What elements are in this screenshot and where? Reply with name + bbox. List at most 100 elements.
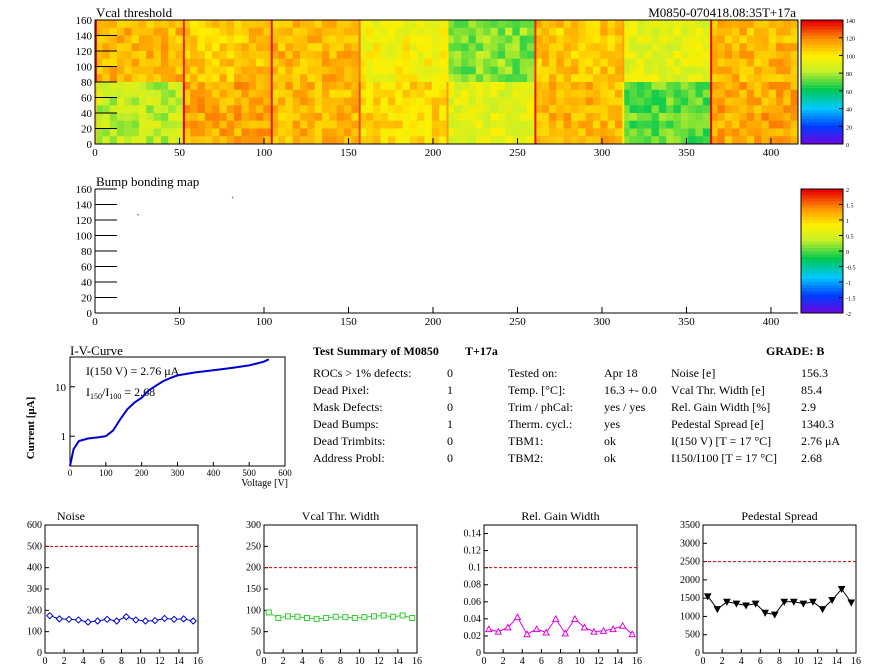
- summary-label: Dead Trimbits:: [313, 434, 386, 448]
- vcal-cell: [527, 51, 535, 60]
- vcal-cell: [607, 35, 616, 44]
- vcal-roc-edge: [270, 82, 273, 144]
- x-tick-label: 4: [81, 656, 86, 667]
- vcal-cell: [519, 27, 528, 36]
- data-point: [561, 629, 570, 637]
- vcal-cell: [695, 105, 704, 114]
- vcal-cell: [409, 51, 418, 60]
- vcal-cell: [197, 128, 206, 137]
- vcal-cell: [204, 74, 213, 83]
- vcal-cell: [219, 27, 228, 36]
- vcal-cell: [322, 51, 330, 60]
- vcal-cell: [468, 66, 477, 75]
- vcal-cell: [768, 120, 777, 129]
- vcal-cell: [658, 113, 667, 122]
- vcal-cell: [761, 74, 770, 83]
- vcal-cell: [651, 20, 660, 29]
- x-tick-label: 12: [813, 656, 823, 667]
- vcal-cell: [160, 51, 169, 60]
- vcal-cell: [329, 136, 337, 145]
- vcal-map-axes: 0 50 100 150 200 250 300 350 4000204060801001201…: [76, 15, 798, 159]
- x-tick-label: 200: [425, 147, 442, 159]
- vcal-cell: [519, 66, 528, 75]
- vcal-cell: [761, 27, 770, 36]
- vcal-cell: [270, 35, 279, 44]
- vcal-cell: [116, 97, 125, 106]
- vcal-cell: [446, 27, 455, 36]
- vcal-cell: [175, 82, 184, 91]
- iv-series-line: [69, 358, 270, 467]
- vcal-cell: [95, 58, 103, 67]
- vcal-cell: [673, 105, 682, 114]
- vcal-cell: [226, 113, 235, 122]
- vcal-cell: [658, 20, 667, 29]
- vcal-cell: [351, 43, 359, 52]
- vcal-roc-edge: [622, 20, 625, 82]
- vcal-cell: [673, 51, 682, 60]
- vcal-cell: [417, 35, 425, 44]
- vcal-cell: [512, 27, 521, 36]
- colorbar-step: [801, 291, 843, 295]
- vcal-cell: [190, 97, 198, 106]
- vcal-cell: [373, 97, 381, 106]
- vcal-cell: [343, 43, 352, 52]
- vcal-cell: [622, 51, 630, 60]
- vcal-cell: [475, 105, 484, 114]
- vcal-cell: [724, 35, 733, 44]
- vcal-cell: [263, 89, 272, 98]
- vcal-cell: [497, 120, 506, 129]
- data-point: [390, 613, 397, 620]
- vcal-cell: [453, 74, 462, 83]
- vcal-cell: [592, 120, 601, 129]
- vcal-cell: [446, 51, 455, 60]
- vcal-cell: [563, 82, 572, 91]
- vcal-cell: [585, 58, 594, 67]
- vcal-cell: [109, 35, 118, 44]
- vcal-cell: [138, 136, 147, 145]
- vcal-cell: [527, 82, 535, 91]
- vcal-cell: [512, 136, 521, 145]
- data-point: [628, 630, 637, 638]
- vcal-cell: [768, 82, 777, 91]
- vcal-cell: [461, 128, 469, 137]
- y-tick-label: 160: [76, 15, 93, 27]
- vcal-cell: [468, 89, 477, 98]
- summary-label: Noise [e]: [671, 366, 716, 380]
- vcal-cell: [234, 82, 242, 91]
- iv-i150-label: I(150 V) = 2.76 μA: [86, 364, 180, 378]
- colorbar-step: [801, 78, 843, 83]
- vcal-cell: [688, 35, 696, 44]
- vcal-cell: [607, 89, 616, 98]
- vcal-cell: [138, 113, 147, 122]
- vcal-roc-edge: [182, 82, 185, 144]
- vcal-cell: [497, 82, 506, 91]
- bump-map-axes: 0 50 100 150 200 250 300 350 4000204060801001201…: [76, 184, 798, 328]
- x-tick-label: 10: [355, 656, 365, 667]
- iv-x-tick-label: 400: [207, 468, 221, 478]
- vcal-cell: [790, 105, 799, 114]
- vcal-cell: [241, 58, 250, 67]
- vcal-cell: [358, 27, 367, 36]
- vcal-cell: [761, 66, 770, 75]
- vcal-cell: [153, 43, 162, 52]
- vcal-cell: [497, 35, 506, 44]
- vcal-cell: [688, 66, 696, 75]
- vcal-cell: [204, 35, 213, 44]
- vcal-cell: [365, 27, 374, 36]
- vcal-cell: [182, 97, 191, 106]
- vcal-cell: [636, 43, 645, 52]
- vcal-cell: [197, 113, 206, 122]
- vcal-cell: [109, 136, 118, 145]
- vcal-cell: [226, 74, 235, 83]
- vcal-cell: [168, 43, 176, 52]
- vcal-cell: [263, 35, 272, 44]
- vcal-cell: [570, 97, 579, 106]
- vcal-cell: [278, 43, 286, 52]
- colorbar-step: [801, 69, 843, 74]
- vcal-cell: [365, 82, 374, 91]
- vcal-cell: [160, 113, 169, 122]
- x-tick-label: 250: [509, 316, 526, 328]
- vcal-cell: [622, 27, 630, 36]
- summary-label: Therm. cycl.:: [508, 417, 573, 431]
- vcal-cell: [248, 128, 257, 137]
